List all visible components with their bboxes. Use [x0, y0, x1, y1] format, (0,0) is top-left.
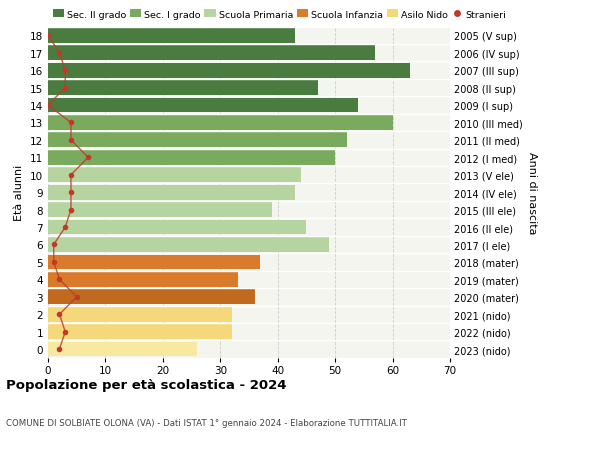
Bar [48, 168, 301, 183]
Bar [48, 98, 358, 113]
Point [61, 67, 70, 75]
Bar [48, 325, 232, 339]
Bar [48, 255, 260, 270]
Bar [48, 203, 272, 218]
Bar [48, 64, 410, 78]
Bar [48, 151, 335, 165]
Point [43, 102, 53, 110]
Bar [48, 29, 295, 44]
Point [55, 311, 64, 318]
Bar [48, 133, 347, 148]
Bar [48, 81, 318, 96]
Bar [48, 238, 329, 252]
Bar [48, 220, 307, 235]
Point [55, 276, 64, 283]
Point [61, 224, 70, 231]
Point [55, 50, 64, 57]
Bar [48, 46, 376, 61]
Point [49, 241, 59, 249]
Y-axis label: Età alunni: Età alunni [14, 165, 25, 221]
Bar [48, 307, 232, 322]
Point [49, 259, 59, 266]
Bar [48, 116, 392, 131]
Bar [48, 272, 238, 287]
Y-axis label: Anni di nascita: Anni di nascita [527, 151, 537, 234]
Point [66, 207, 76, 214]
Point [66, 172, 76, 179]
Bar [48, 185, 295, 200]
Point [61, 85, 70, 92]
Point [66, 119, 76, 127]
Point [66, 189, 76, 196]
Bar [48, 290, 255, 304]
Bar [48, 342, 197, 357]
Text: COMUNE DI SOLBIATE OLONA (VA) - Dati ISTAT 1° gennaio 2024 - Elaborazione TUTTIT: COMUNE DI SOLBIATE OLONA (VA) - Dati IST… [6, 418, 407, 427]
Point [72, 293, 82, 301]
Point [83, 154, 93, 162]
Legend: Sec. II grado, Sec. I grado, Scuola Primaria, Scuola Infanzia, Asilo Nido, Stran: Sec. II grado, Sec. I grado, Scuola Prim… [53, 11, 506, 20]
Text: Popolazione per età scolastica - 2024: Popolazione per età scolastica - 2024 [6, 379, 287, 392]
Point [66, 137, 76, 144]
Point [43, 33, 53, 40]
Point [61, 328, 70, 336]
Point [55, 346, 64, 353]
